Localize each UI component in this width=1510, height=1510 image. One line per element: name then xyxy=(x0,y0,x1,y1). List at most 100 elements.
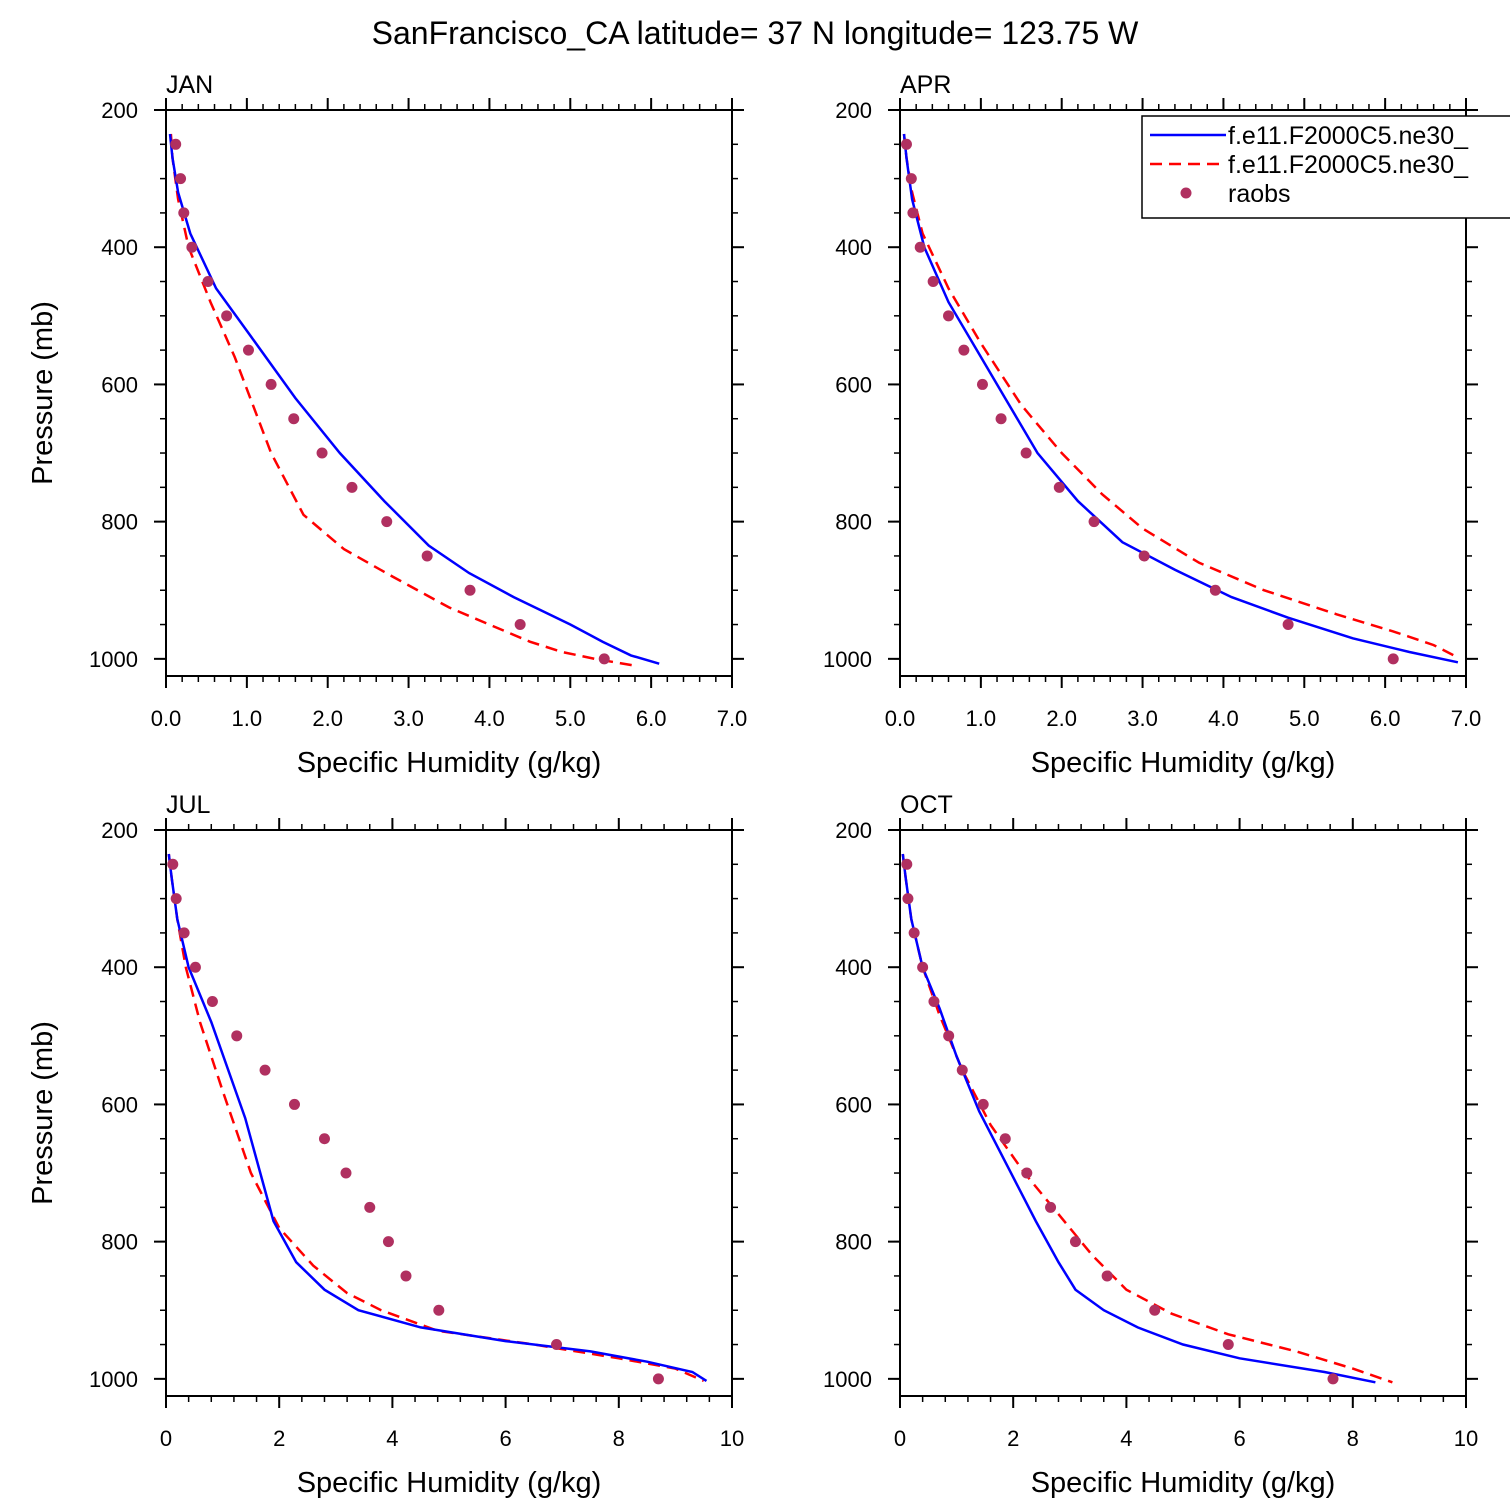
x-tick-label: 6.0 xyxy=(636,706,667,731)
raobs-point xyxy=(1101,1270,1113,1282)
raobs-point xyxy=(206,996,218,1008)
raobs-point xyxy=(1209,584,1221,596)
raobs-point xyxy=(1088,516,1100,528)
x-tick-label: 4 xyxy=(386,1426,398,1451)
x-tick-label: 7.0 xyxy=(717,706,748,731)
raobs-point xyxy=(186,241,198,253)
raobs-point xyxy=(1021,1167,1033,1179)
plot-frame xyxy=(899,109,1467,677)
x-tick-label: 4 xyxy=(1120,1426,1132,1451)
raobs-point xyxy=(400,1270,412,1282)
panel-title: APR xyxy=(900,71,951,99)
raobs-point xyxy=(318,1133,330,1145)
raobs-point xyxy=(1069,1236,1081,1248)
y-tick-label: 600 xyxy=(835,1092,872,1117)
x-axis-label: Specific Humidity (g/kg) xyxy=(1031,1467,1336,1499)
y-tick-label: 1000 xyxy=(89,1367,138,1392)
x-tick-label: 10 xyxy=(720,1426,744,1451)
legend: f.e11.F2000C5.ne30_f.e11.F2000C5.ne30_ra… xyxy=(1141,115,1510,219)
raobs-point xyxy=(382,1236,394,1248)
x-tick-label: 2.0 xyxy=(1046,706,1077,731)
x-axis-label: Specific Humidity (g/kg) xyxy=(297,747,602,779)
panel-jul: 0 2 4 6 8 10 200 400 600 800 1000 JUL Specific Humid… xyxy=(27,791,744,1499)
raobs-point xyxy=(340,1167,352,1179)
x-tick-label: 4.0 xyxy=(474,706,505,731)
raobs-point xyxy=(928,996,940,1008)
raobs-point xyxy=(999,1133,1011,1145)
raobs-point xyxy=(1020,447,1032,459)
raobs-point xyxy=(178,207,190,219)
x-tick-label: 2 xyxy=(273,1426,285,1451)
panel-title: OCT xyxy=(900,791,953,819)
y-tick-label: 600 xyxy=(835,372,872,397)
y-axis-label: Pressure (mb) xyxy=(27,1021,59,1205)
y-tick-label: 200 xyxy=(835,818,872,843)
x-tick-label: 8 xyxy=(1347,1426,1359,1451)
x-tick-label: 1.0 xyxy=(232,706,263,731)
y-tick-label: 400 xyxy=(101,235,138,260)
y-tick-label: 400 xyxy=(835,235,872,260)
y-tick-label: 1000 xyxy=(89,647,138,672)
raobs-point xyxy=(175,173,187,185)
raobs-point xyxy=(943,310,955,322)
raobs-point xyxy=(288,413,300,425)
raobs-point xyxy=(995,413,1007,425)
raobs-point xyxy=(1053,481,1065,493)
panels: 0.0 1.0 2.0 3.0 4.0 5.0 6.0 7.0 200 400 600 800 1000… xyxy=(27,71,1481,1499)
x-tick-label: 1.0 xyxy=(966,706,997,731)
raobs-point xyxy=(914,241,926,253)
y-tick-label: 400 xyxy=(835,955,872,980)
raobs-point xyxy=(364,1201,376,1213)
raobs-point xyxy=(178,927,190,939)
raobs-point xyxy=(1327,1373,1339,1385)
x-tick-label: 0 xyxy=(160,1426,172,1451)
legend-label: f.e11.F2000C5.ne30_ xyxy=(1228,122,1469,150)
raobs-point xyxy=(202,276,214,288)
raobs-point xyxy=(170,893,182,905)
raobs-point xyxy=(1149,1304,1161,1316)
y-tick-label: 800 xyxy=(101,1230,138,1255)
x-tick-label: 6.0 xyxy=(1370,706,1401,731)
raobs-point xyxy=(1138,550,1150,562)
raobs-point xyxy=(259,1064,271,1076)
x-tick-label: 5.0 xyxy=(1289,706,1320,731)
y-tick-label: 600 xyxy=(101,372,138,397)
y-tick-label: 600 xyxy=(101,1092,138,1117)
raobs-point xyxy=(242,344,254,356)
x-tick-label: 3.0 xyxy=(393,706,424,731)
x-tick-label: 2 xyxy=(1007,1426,1019,1451)
legend-label: f.e11.F2000C5.ne30_ xyxy=(1228,151,1469,179)
x-tick-label: 6 xyxy=(499,1426,511,1451)
raobs-point xyxy=(514,619,526,631)
series-dashed-line xyxy=(167,853,705,1383)
x-tick-label: 0.0 xyxy=(885,706,916,731)
panel-oct: 0 2 4 6 8 10 200 400 600 800 1000 OCT Specific Humid… xyxy=(823,791,1478,1499)
raobs-point xyxy=(652,1373,664,1385)
x-axis-label: Specific Humidity (g/kg) xyxy=(1031,747,1336,779)
raobs-point xyxy=(346,481,358,493)
y-axis-label: Pressure (mb) xyxy=(27,301,59,485)
legend-label: raobs xyxy=(1228,180,1291,208)
raobs-point xyxy=(977,1098,989,1110)
y-tick-label: 400 xyxy=(101,955,138,980)
raobs-point xyxy=(956,1064,968,1076)
raobs-point xyxy=(265,378,277,390)
raobs-point xyxy=(381,516,393,528)
x-tick-label: 3.0 xyxy=(1127,706,1158,731)
raobs-point xyxy=(907,207,919,219)
raobs-point xyxy=(1282,619,1294,631)
raobs-point xyxy=(316,447,328,459)
raobs-point xyxy=(221,310,233,322)
raobs-point xyxy=(976,378,988,390)
x-tick-label: 4.0 xyxy=(1208,706,1239,731)
legend-box xyxy=(1141,115,1510,219)
series-solid-line xyxy=(901,853,1376,1384)
raobs-point xyxy=(917,961,929,973)
x-tick-label: 7.0 xyxy=(1451,706,1482,731)
series-dashed-line xyxy=(169,133,636,667)
raobs-point xyxy=(927,276,939,288)
panel-title: JAN xyxy=(166,71,213,99)
series-solid-line xyxy=(902,133,1459,664)
x-tick-label: 5.0 xyxy=(555,706,586,731)
